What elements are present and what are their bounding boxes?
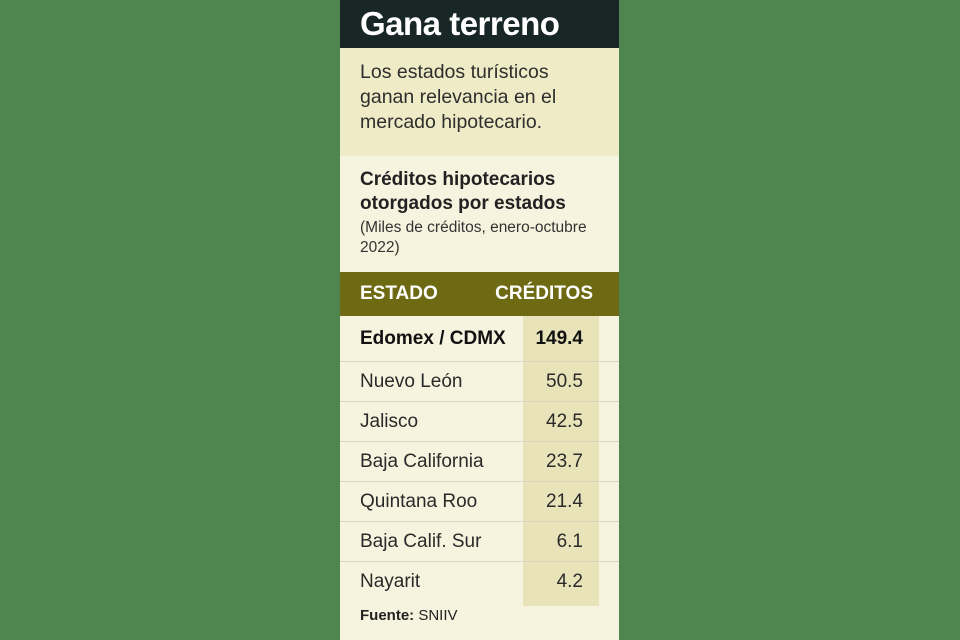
infographic-card: Gana terreno Los estados turísticos gana…: [340, 0, 619, 640]
row-creditos: 6.1: [556, 530, 583, 552]
row-creditos: 21.4: [546, 490, 583, 512]
chart-title: Créditos hipotecarios otorgados por esta…: [360, 169, 566, 214]
source-value: SNIIV: [414, 607, 458, 624]
table-row: Edomex / CDMX 149.4: [340, 316, 619, 362]
value-column-highlight: [523, 316, 599, 606]
row-estado: Nuevo León: [360, 370, 463, 392]
column-header-estado: ESTADO: [360, 283, 438, 304]
table-row: Baja California 23.7: [340, 442, 619, 482]
row-estado: Baja California: [360, 450, 484, 472]
subtitle: Los estados turísticos ganan relevancia …: [340, 48, 619, 156]
row-creditos: 50.5: [546, 370, 583, 392]
table-body: Edomex / CDMX 149.4 Nuevo León 50.5 Jalisco 4…: [340, 316, 619, 606]
title-bar: Gana terreno: [340, 0, 619, 48]
table-row: Quintana Roo 21.4: [340, 482, 619, 522]
source-note: Fuente: SNIIV: [360, 607, 458, 624]
chart-subtitle: (Miles de créditos, enero-octubre 2022): [360, 219, 587, 256]
table-row: Baja Calif. Sur 6.1: [340, 522, 619, 562]
table-header: ESTADO CRÉDITOS: [340, 272, 619, 316]
row-creditos: 149.4: [535, 327, 583, 349]
table-row: Jalisco 42.5: [340, 402, 619, 442]
chart-header: Créditos hipotecarios otorgados por esta…: [340, 156, 619, 272]
row-creditos: 42.5: [546, 410, 583, 432]
source-label: Fuente:: [360, 607, 415, 624]
table-row: Nuevo León 50.5: [340, 362, 619, 402]
row-estado: Edomex / CDMX: [360, 327, 506, 349]
row-estado: Quintana Roo: [360, 490, 478, 512]
row-estado: Jalisco: [360, 410, 419, 432]
page-title: Gana terreno: [360, 5, 560, 42]
row-estado: Nayarit: [360, 571, 421, 592]
row-creditos: 23.7: [546, 450, 583, 472]
row-estado: Baja Calif. Sur: [360, 530, 482, 552]
column-header-creditos: CRÉDITOS: [495, 283, 593, 304]
table-row: Nayarit 4.2: [340, 562, 619, 602]
row-creditos: 4.2: [556, 571, 583, 592]
